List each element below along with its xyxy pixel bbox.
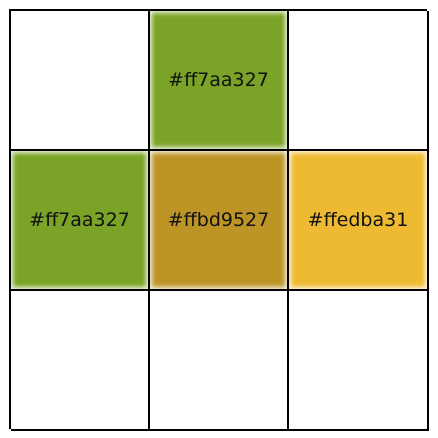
- cell-fill: [11, 11, 148, 149]
- grid-cell-r2-c0: [11, 291, 150, 431]
- cell-fill: [289, 291, 427, 429]
- cell-fill: [150, 11, 287, 149]
- grid-cell-r1-c2: #ffedba31: [289, 151, 429, 291]
- cell-label: #ffedba31: [307, 209, 409, 231]
- cell-label: #ff7aa327: [168, 69, 269, 91]
- grid-cell-r2-c1: [150, 291, 289, 431]
- grid-cell-r0-c0: [11, 11, 150, 151]
- cell-fill: [150, 291, 287, 429]
- color-grid: #ff7aa327 #ff7aa327 #ffbd9527 #ffedba31: [9, 9, 429, 431]
- cell-fill: [289, 151, 427, 289]
- cell-fill: [11, 151, 148, 289]
- cell-fill: [11, 291, 148, 429]
- cell-fill: [150, 151, 287, 289]
- cell-label: #ff7aa327: [29, 209, 130, 231]
- grid-cell-r2-c2: [289, 291, 429, 431]
- grid-cell-r1-c1: #ffbd9527: [150, 151, 289, 291]
- grid-cell-r0-c2: [289, 11, 429, 151]
- grid-cell-r0-c1: #ff7aa327: [150, 11, 289, 151]
- grid-cell-r1-c0: #ff7aa327: [11, 151, 150, 291]
- cell-label: #ffbd9527: [167, 209, 270, 231]
- cell-fill: [289, 11, 427, 149]
